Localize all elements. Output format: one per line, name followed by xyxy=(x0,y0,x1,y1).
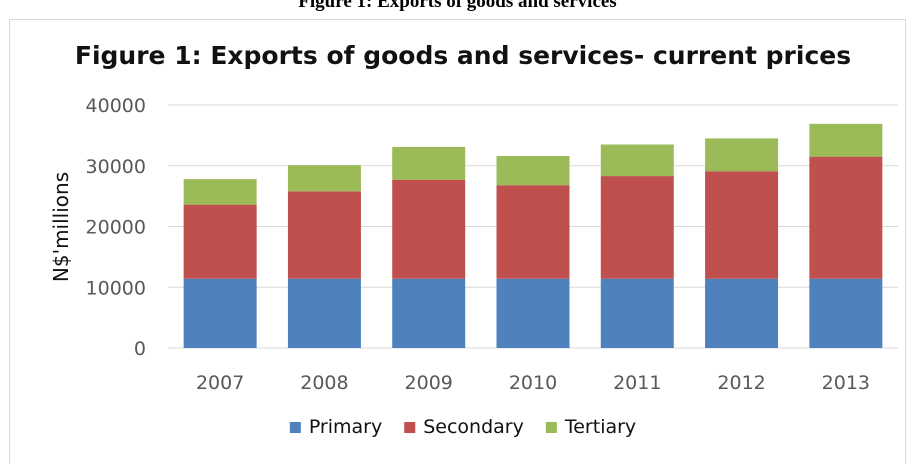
bar-primary-2012 xyxy=(705,278,779,348)
y-tick-label: 20000 xyxy=(86,217,146,239)
x-tick-label: 2007 xyxy=(196,372,244,394)
chart-title: Figure 1: Exports of goods and services-… xyxy=(75,41,851,70)
bar-tertiary-2010 xyxy=(496,156,570,186)
bar-secondary-2007 xyxy=(183,204,257,279)
bar-secondary-2008 xyxy=(287,191,361,279)
document-caption: Figure 1: Exports of goods and services xyxy=(298,0,617,12)
y-tick-label: 0 xyxy=(134,338,146,360)
y-axis-tick-labels: 0 10000 20000 30000 40000 xyxy=(86,95,146,360)
y-tick-label: 40000 xyxy=(86,95,146,117)
bar-primary-2013 xyxy=(809,278,883,348)
bar-primary-2010 xyxy=(496,278,570,348)
bar-primary-2009 xyxy=(392,278,466,348)
legend: Primary Secondary Tertiary xyxy=(289,416,636,438)
bar-secondary-2009 xyxy=(392,179,466,279)
bar-tertiary-2013 xyxy=(809,123,883,157)
x-axis-tick-labels: 2007 2008 2009 2010 2011 2012 2013 xyxy=(196,372,870,394)
legend-label-secondary: Secondary xyxy=(423,416,524,438)
legend-swatch-primary xyxy=(289,422,301,433)
x-tick-label: 2008 xyxy=(300,372,348,394)
x-tick-label: 2009 xyxy=(405,372,453,394)
bar-secondary-2013 xyxy=(809,156,883,279)
x-tick-label: 2010 xyxy=(509,372,557,394)
y-tick-label: 30000 xyxy=(86,156,146,178)
bar-tertiary-2007 xyxy=(183,179,257,205)
bar-primary-2007 xyxy=(183,278,257,348)
bar-tertiary-2012 xyxy=(705,138,779,172)
legend-label-primary: Primary xyxy=(309,416,382,438)
y-tick-label: 10000 xyxy=(86,277,146,299)
x-tick-label: 2012 xyxy=(717,372,765,394)
bar-secondary-2011 xyxy=(600,176,674,279)
bar-tertiary-2008 xyxy=(287,165,361,192)
legend-swatch-secondary xyxy=(404,422,416,433)
y-axis-label: N$'millions xyxy=(49,172,73,282)
bars xyxy=(183,123,883,348)
x-tick-label: 2013 xyxy=(822,372,870,394)
x-tick-label: 2011 xyxy=(613,372,661,394)
bar-primary-2011 xyxy=(600,278,674,348)
bar-secondary-2012 xyxy=(705,171,779,279)
legend-label-tertiary: Tertiary xyxy=(564,416,636,438)
bar-secondary-2010 xyxy=(496,185,570,279)
bar-primary-2008 xyxy=(287,278,361,348)
legend-swatch-tertiary xyxy=(545,422,557,433)
bar-tertiary-2009 xyxy=(392,146,466,180)
bar-tertiary-2011 xyxy=(600,144,674,177)
